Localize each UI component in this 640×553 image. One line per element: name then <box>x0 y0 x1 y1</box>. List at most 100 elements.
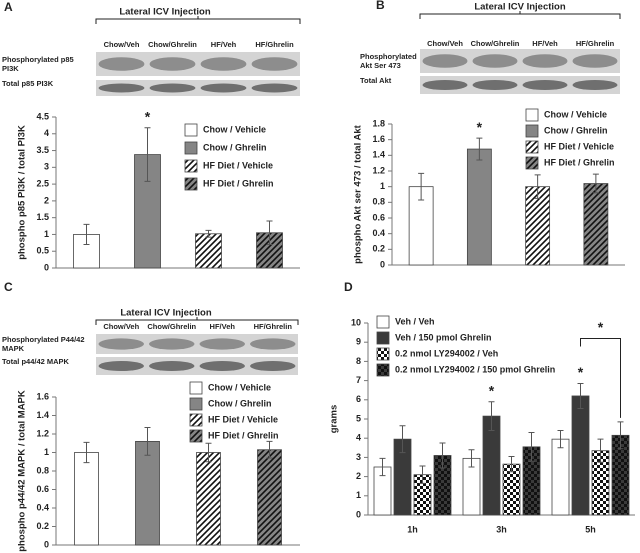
legend-label: HF Diet / Ghrelin <box>544 157 615 167</box>
y-tick-label: 10 <box>351 317 361 327</box>
annotation: * <box>578 364 584 380</box>
y-tick-label: 8 <box>356 356 361 366</box>
legend-label: Chow / Vehicle <box>203 124 266 134</box>
y-tick-label: 2 <box>44 195 49 205</box>
bar <box>74 452 99 546</box>
legend-swatch <box>184 141 198 155</box>
bar <box>195 233 222 269</box>
blot-band <box>98 57 145 71</box>
y-tick-label: 4 <box>356 433 361 443</box>
y-tick-label: 1.4 <box>372 150 385 160</box>
blot-row-label: Total p44/42 MAPK <box>2 357 69 366</box>
bar <box>571 395 590 516</box>
legend-label: Chow / Ghrelin <box>544 125 608 135</box>
blot-band <box>522 79 568 91</box>
blot-header: Lateral ICV Injection <box>119 7 211 18</box>
blot-image <box>96 334 298 354</box>
y-tick-label: 1.8 <box>372 118 385 128</box>
blot-band <box>98 338 144 350</box>
lane-label: Chow/Veh <box>427 39 463 48</box>
error-bar <box>597 438 604 463</box>
error-bar <box>83 441 90 464</box>
legend-label: HF Diet / Ghrelin <box>203 178 274 188</box>
x-tick-label: 3h <box>496 524 507 534</box>
error-bar <box>534 174 541 199</box>
legend-label: 0.2 nmol LY294002 / 150 pmol Ghrelin <box>395 364 555 374</box>
annotation: * <box>598 319 604 335</box>
legend-label: Veh / Veh <box>395 316 435 326</box>
legend-swatch <box>184 177 198 191</box>
error-bar <box>144 127 151 182</box>
legend-label: HF Diet / Ghrelin <box>208 430 279 440</box>
lane-label: HF/Veh <box>211 40 237 49</box>
blot-bracket <box>95 16 301 24</box>
lane-label: HF/Ghrelin <box>254 322 293 331</box>
legend-label: Chow / Vehicle <box>208 382 271 392</box>
error-bar <box>468 449 475 468</box>
error-bar <box>379 457 386 477</box>
lane-label: Chow/Veh <box>103 322 139 331</box>
error-bar <box>577 382 584 409</box>
y-tick-label: 0 <box>380 259 385 269</box>
y-tick-label: 0.2 <box>372 244 385 254</box>
blot-row-label: Total Akt <box>360 76 392 85</box>
annotation: * <box>477 119 483 135</box>
error-bar <box>528 431 535 462</box>
y-tick-label: 2 <box>356 471 361 481</box>
blot-band <box>422 54 468 68</box>
legend-label: HF Diet / Vehicle <box>208 414 278 424</box>
blot-row-label: Phosphorylated Akt Ser 473 <box>360 52 417 70</box>
blot-band <box>98 360 144 372</box>
y-tick-label: 1.6 <box>36 391 49 401</box>
blot-band <box>199 338 245 350</box>
y-tick-label: 3 <box>356 452 361 462</box>
lane-label: Chow/Ghrelin <box>471 39 520 48</box>
legend-label: Chow / Ghrelin <box>208 398 272 408</box>
error-bar <box>266 220 273 246</box>
blot-header: Lateral ICV Injection <box>474 2 566 13</box>
y-axis-label: phospho p85 PI3K / total PI3K <box>17 125 28 260</box>
bar <box>257 449 282 546</box>
error-bar <box>439 442 446 469</box>
panel-letter: C <box>4 280 13 294</box>
blot-band <box>149 338 195 350</box>
y-tick-label: 1.6 <box>372 134 385 144</box>
y-tick-label: 1.2 <box>372 165 385 175</box>
blot-image <box>420 76 620 94</box>
error-bar <box>592 173 599 194</box>
blot-image <box>96 357 298 375</box>
y-tick-label: 4.5 <box>36 111 49 121</box>
y-tick-label: 1.4 <box>36 410 49 420</box>
legend-swatch <box>376 331 390 345</box>
blot-row-label: Phosphorylated P44/42 MAPK <box>2 335 85 353</box>
y-tick-label: 0 <box>44 539 49 549</box>
y-tick-label: 1 <box>44 447 49 457</box>
legend-label: HF Diet / Vehicle <box>544 141 614 151</box>
blot-band <box>149 83 196 93</box>
y-tick-label: 9 <box>356 337 361 347</box>
y-tick-label: 4 <box>44 128 49 138</box>
y-tick-label: 7 <box>356 375 361 385</box>
legend-swatch <box>376 363 390 377</box>
bar <box>196 452 221 546</box>
y-tick-label: 2.5 <box>36 178 49 188</box>
blot-band <box>251 83 298 93</box>
lane-label: HF/Veh <box>532 39 558 48</box>
blot-band <box>472 54 518 68</box>
blot-header: Lateral ICV Injection <box>120 308 212 319</box>
error-bar <box>488 401 495 432</box>
legend-swatch <box>376 347 390 361</box>
y-tick-label: 0.2 <box>36 521 49 531</box>
legend-label: Veh / 150 pmol Ghrelin <box>395 332 492 342</box>
error-bar <box>476 137 483 161</box>
blot-band <box>250 360 296 372</box>
error-bar <box>205 229 212 238</box>
x-tick-label: 1h <box>407 524 418 534</box>
error-bar <box>144 427 151 456</box>
bar <box>73 234 100 269</box>
bar <box>583 183 609 266</box>
y-tick-label: 0.6 <box>36 484 49 494</box>
y-tick-label: 1 <box>44 229 49 239</box>
bar <box>135 440 160 546</box>
